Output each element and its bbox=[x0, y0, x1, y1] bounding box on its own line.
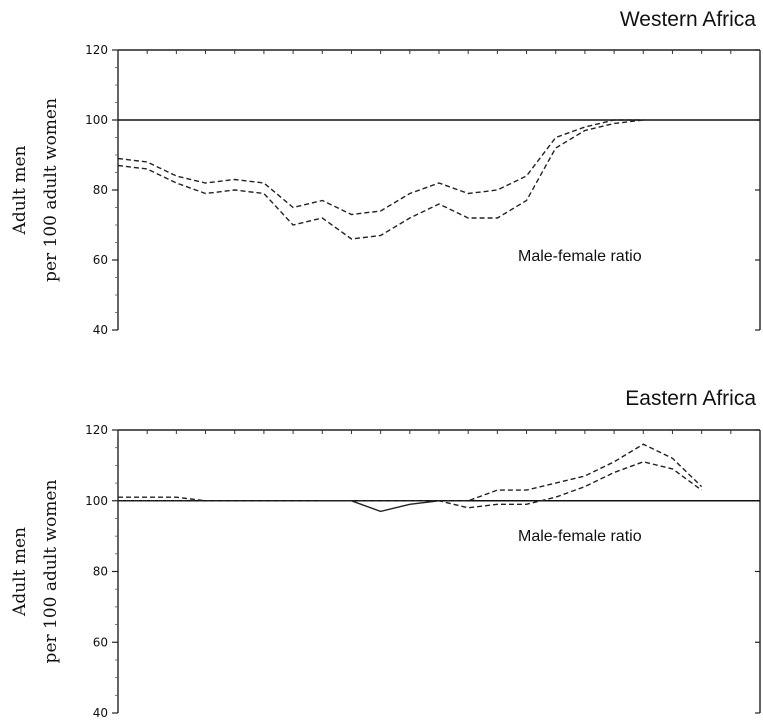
western-annotation: Male-female ratio bbox=[518, 248, 642, 265]
eastern-chart-title: Eastern Africa bbox=[625, 387, 756, 410]
western-y-tick-label: 60 bbox=[93, 253, 108, 267]
eastern-series-line-2 bbox=[118, 461, 703, 509]
eastern-y-axis-title-line1: Adult men bbox=[10, 527, 30, 617]
eastern-series-line-3 bbox=[322, 500, 440, 513]
eastern-y-tick-label: 40 bbox=[93, 706, 108, 719]
western-y-axis-title-line2: per 100 adult women bbox=[41, 98, 61, 282]
eastern-y-tick-label: 100 bbox=[85, 494, 108, 508]
western-y-tick-label: 120 bbox=[85, 43, 108, 57]
eastern-panel: Eastern Africa Adult men per 100 adult wom… bbox=[10, 387, 761, 720]
eastern-annotation: Male-female ratio bbox=[518, 528, 642, 545]
western-series-line-1 bbox=[117, 119, 644, 216]
western-panel: Western Africa Adult men per 100 adult wom… bbox=[10, 8, 761, 337]
western-y-tick-label: 100 bbox=[85, 113, 108, 127]
eastern-y-tick-label: 60 bbox=[93, 635, 108, 649]
western-y-axis-title-line1: Adult men bbox=[10, 146, 30, 236]
eastern-y-tick-label: 120 bbox=[85, 423, 108, 437]
eastern-y-axis-title-line2: per 100 adult women bbox=[41, 480, 61, 664]
western-y-tick-label: 40 bbox=[93, 323, 108, 337]
western-series-line-2 bbox=[117, 119, 644, 240]
eastern-y-tick-label: 80 bbox=[93, 565, 108, 579]
western-y-tick-label: 80 bbox=[93, 183, 108, 197]
western-chart-title: Western Africa bbox=[620, 8, 756, 31]
eastern-series-line-1 bbox=[118, 443, 703, 502]
